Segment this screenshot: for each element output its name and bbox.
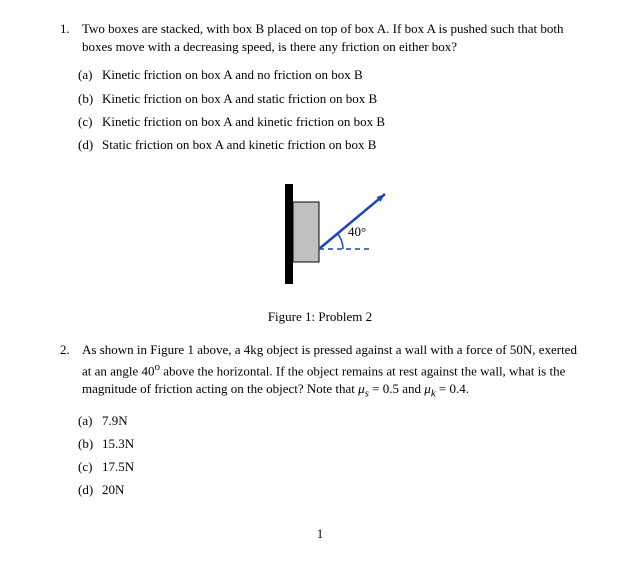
option-label: (a) (78, 412, 102, 430)
option: (b) 15.3N (78, 435, 580, 453)
question-2-options: (a) 7.9N (b) 15.3N (c) 17.5N (d) 20N (78, 412, 580, 500)
figure-1: 40° Figure 1: Problem 2 (60, 174, 580, 326)
option: (a) Kinetic friction on box A and no fri… (78, 66, 580, 84)
option: (c) 17.5N (78, 458, 580, 476)
option-text: Kinetic friction on box A and no frictio… (102, 66, 363, 84)
option-text: 15.3N (102, 435, 134, 453)
question-2: 2. As shown in Figure 1 above, a 4kg obj… (60, 341, 580, 499)
question-2-body: As shown in Figure 1 above, a 4kg object… (82, 341, 580, 401)
option-label: (c) (78, 113, 102, 131)
option: (d) 20N (78, 481, 580, 499)
svg-text:40°: 40° (348, 224, 366, 239)
question-1-body: Two boxes are stacked, with box B placed… (82, 20, 580, 56)
option-text: 7.9N (102, 412, 128, 430)
question-1-stem: 1. Two boxes are stacked, with box B pla… (60, 20, 580, 56)
page-number: 1 (60, 525, 580, 543)
option-label: (b) (78, 435, 102, 453)
option: (c) Kinetic friction on box A and kineti… (78, 113, 580, 131)
option-label: (d) (78, 136, 102, 154)
option-text: 17.5N (102, 458, 134, 476)
option-text: Kinetic friction on box A and kinetic fr… (102, 113, 385, 131)
option: (d) Static friction on box A and kinetic… (78, 136, 580, 154)
option: (a) 7.9N (78, 412, 580, 430)
option-text: Static friction on box A and kinetic fri… (102, 136, 376, 154)
question-1-options: (a) Kinetic friction on box A and no fri… (78, 66, 580, 154)
figure-1-caption: Figure 1: Problem 2 (60, 308, 580, 326)
option-label: (a) (78, 66, 102, 84)
question-2-number: 2. (60, 341, 82, 401)
question-1-number: 1. (60, 20, 82, 56)
option-text: 20N (102, 481, 124, 499)
option: (b) Kinetic friction on box A and static… (78, 90, 580, 108)
figure-1-diagram: 40° (240, 174, 400, 294)
option-text: Kinetic friction on box A and static fri… (102, 90, 377, 108)
option-label: (d) (78, 481, 102, 499)
question-2-stem: 2. As shown in Figure 1 above, a 4kg obj… (60, 341, 580, 401)
option-label: (b) (78, 90, 102, 108)
option-label: (c) (78, 458, 102, 476)
question-1: 1. Two boxes are stacked, with box B pla… (60, 20, 580, 154)
